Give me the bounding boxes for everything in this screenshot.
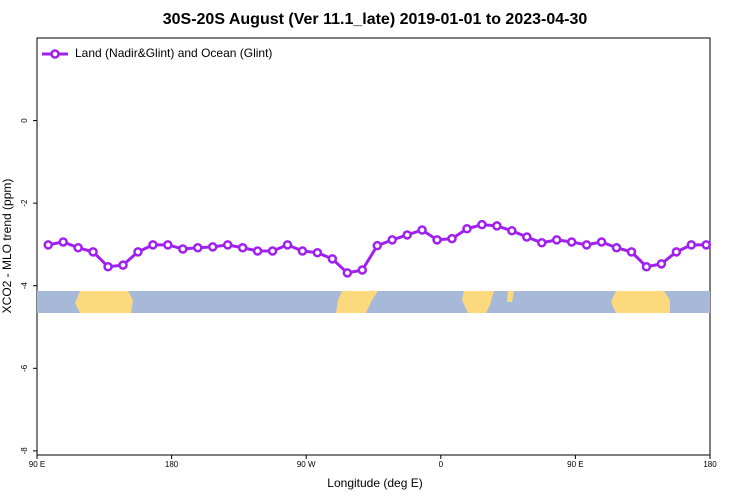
- chart-title: 30S-20S August (Ver 11.1_late) 2019-01-0…: [163, 11, 588, 28]
- data-point: [252, 246, 263, 256]
- data-point: [103, 261, 113, 272]
- data-point: [417, 225, 427, 235]
- data-point: [312, 247, 323, 258]
- data-point: [402, 230, 412, 240]
- data-point: [282, 240, 293, 250]
- data-point: [118, 260, 128, 270]
- data-point: [237, 242, 248, 253]
- data-point: [58, 237, 68, 247]
- x-tick-label: 180: [703, 460, 717, 469]
- data-point: [88, 247, 98, 257]
- data-point: [43, 240, 53, 250]
- data-point: [133, 247, 143, 257]
- y-axis-label: XCO2 - MLO trend (ppm): [0, 179, 14, 314]
- x-tick-label: 90 E: [29, 460, 45, 469]
- data-point: [432, 235, 442, 245]
- data-point: [686, 240, 697, 250]
- y-tick-label: -8: [20, 447, 29, 455]
- x-tick-label: 0: [439, 460, 444, 469]
- data-point: [222, 240, 233, 250]
- data-point: [357, 265, 368, 275]
- x-tick-label: 90 W: [297, 460, 316, 469]
- x-axis-label: Longitude (deg E): [327, 476, 422, 490]
- legend-marker: [50, 49, 60, 59]
- data-point: [507, 226, 517, 236]
- data-point: [566, 237, 577, 247]
- map-strip: [37, 291, 710, 313]
- data-point: [267, 246, 278, 256]
- y-tick-label: -6: [20, 364, 29, 372]
- data-point: [596, 237, 607, 247]
- data-point: [178, 244, 188, 254]
- data-point: [387, 235, 397, 245]
- data-point: [477, 219, 487, 230]
- x-tick-label: 180: [165, 460, 179, 469]
- data-point: [297, 246, 308, 256]
- data-point: [342, 268, 353, 278]
- data-point: [522, 232, 532, 242]
- data-point: [372, 240, 382, 251]
- data-point: [611, 242, 622, 253]
- data-point: [671, 247, 682, 257]
- data-point: [581, 240, 592, 250]
- data-point: [447, 233, 457, 244]
- data-point: [701, 240, 712, 250]
- data-point: [193, 242, 203, 253]
- data-point: [626, 247, 637, 257]
- legend-label: Land (Nadir&Glint) and Ocean (Glint): [75, 46, 272, 60]
- x-tick-label: 90 E: [567, 460, 583, 469]
- data-point: [492, 221, 502, 231]
- data-point: [207, 242, 218, 252]
- y-tick-label: -4: [20, 282, 29, 290]
- data-point: [148, 240, 158, 250]
- data-point: [73, 242, 83, 253]
- data-point: [656, 259, 667, 269]
- y-tick-label: 0: [20, 118, 29, 123]
- data-point: [163, 240, 173, 250]
- data-point: [537, 238, 547, 248]
- data-point: [462, 223, 472, 234]
- data-point: [551, 235, 562, 245]
- y-tick-label: -2: [20, 199, 29, 207]
- data-point: [641, 261, 652, 272]
- data-point: [327, 254, 338, 264]
